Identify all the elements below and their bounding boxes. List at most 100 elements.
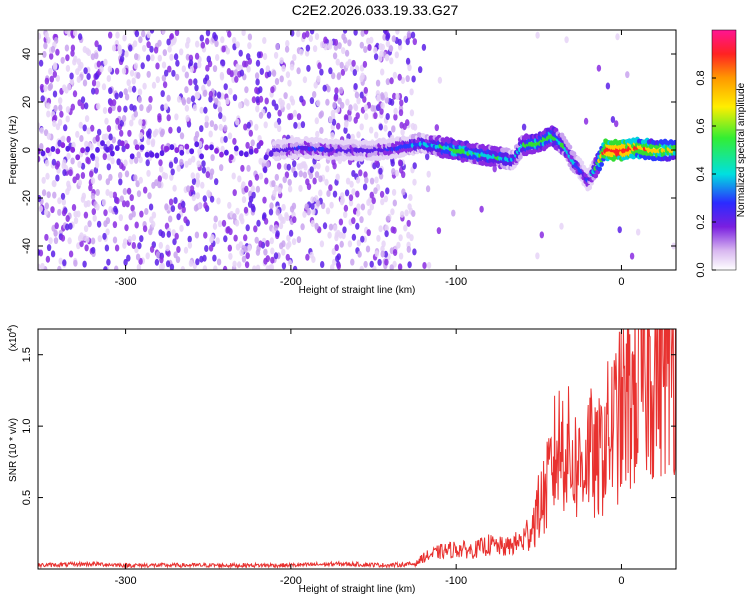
noise-cell xyxy=(99,65,104,73)
noise-cell xyxy=(86,73,91,80)
noise-cell xyxy=(173,251,178,259)
noise-cell xyxy=(298,184,303,192)
noise-cell xyxy=(343,204,349,212)
noise-cell xyxy=(190,172,195,180)
noise-cell xyxy=(205,64,210,72)
noise-cell xyxy=(273,51,279,59)
noise-cell xyxy=(328,116,333,123)
noise-cell xyxy=(243,123,248,131)
noise-cell xyxy=(166,249,171,257)
noise-cell xyxy=(145,252,150,260)
noise-cell xyxy=(61,209,67,217)
noise-cell xyxy=(412,178,417,186)
noise-cell xyxy=(344,121,349,129)
noise-cell xyxy=(94,161,100,169)
noise-cell xyxy=(328,67,333,75)
noise-cell xyxy=(310,220,315,227)
noise-cell xyxy=(189,65,194,73)
noise-cell xyxy=(41,176,46,184)
noise-cell xyxy=(92,214,97,222)
noise-cell xyxy=(232,189,237,197)
noise-cell xyxy=(138,118,143,126)
noise-cell xyxy=(292,109,298,117)
noise-cell xyxy=(385,113,390,120)
noise-cell xyxy=(262,37,267,44)
noise-cell xyxy=(110,157,115,165)
noise-cell xyxy=(155,251,161,259)
signal-cell xyxy=(184,143,190,150)
noise-cell xyxy=(55,74,60,82)
noise-cell xyxy=(314,117,319,125)
noise-cell xyxy=(169,33,174,40)
spectrogram-x-ticks: -300 -200 -100 0 xyxy=(115,30,625,288)
noise-cell xyxy=(65,188,70,196)
noise-cell xyxy=(121,115,127,122)
noise-cell xyxy=(258,86,263,94)
noise-cell xyxy=(285,242,290,250)
noise-cell xyxy=(121,145,126,153)
noise-cell xyxy=(263,121,268,129)
noise-cell xyxy=(338,218,344,226)
noise-cell xyxy=(389,264,394,270)
noise-cell xyxy=(95,134,100,142)
noise-cell xyxy=(151,220,156,228)
noise-cell xyxy=(336,72,342,80)
noise-cell xyxy=(281,203,286,211)
noise-cell xyxy=(382,30,388,34)
noise-cell xyxy=(258,111,264,119)
noise-cell xyxy=(263,217,269,225)
noise-cell xyxy=(330,109,336,117)
y-tick-label: -20 xyxy=(21,190,33,206)
noise-cell xyxy=(282,176,287,184)
noise-cell xyxy=(197,61,202,69)
noise-cell xyxy=(281,262,287,270)
noise-cell xyxy=(356,239,362,247)
noise-cell xyxy=(539,231,544,239)
noise-cell xyxy=(243,206,249,214)
signal-cell xyxy=(169,144,175,151)
noise-cell xyxy=(118,91,124,99)
noise-cell xyxy=(336,262,341,270)
noise-cell xyxy=(332,52,338,60)
noise-cell xyxy=(102,153,108,161)
noise-cell xyxy=(426,170,431,178)
noise-cell xyxy=(399,210,405,218)
signal-cell xyxy=(209,144,214,151)
noise-cell xyxy=(254,236,259,244)
noise-cell xyxy=(159,263,164,270)
noise-cell xyxy=(342,30,348,34)
noise-cell xyxy=(109,99,114,107)
colorbar-tick-label: 0.8 xyxy=(695,70,707,85)
noise-cell xyxy=(343,114,349,122)
noise-cell xyxy=(195,40,200,48)
noise-cell xyxy=(401,171,406,179)
noise-cell xyxy=(101,83,107,91)
noise-cell xyxy=(43,42,48,50)
noise-cell xyxy=(254,173,260,181)
noise-cell xyxy=(373,46,378,54)
noise-cell xyxy=(196,160,201,168)
noise-cell xyxy=(186,185,191,193)
noise-cell xyxy=(314,171,320,179)
noise-cell xyxy=(213,265,218,270)
noise-cell xyxy=(70,44,76,52)
noise-cell xyxy=(359,123,364,131)
noise-cell xyxy=(306,208,311,216)
noise-cell xyxy=(167,45,172,53)
noise-cell xyxy=(90,237,96,245)
noise-cell xyxy=(53,104,58,112)
noise-cell xyxy=(119,119,125,127)
noise-cell xyxy=(392,71,398,79)
noise-cell xyxy=(161,30,166,35)
noise-cell xyxy=(145,159,150,167)
signal-cell xyxy=(129,153,135,160)
noise-cell xyxy=(158,241,163,249)
noise-cell xyxy=(164,69,169,77)
noise-cell xyxy=(247,33,253,41)
noise-cell xyxy=(360,235,365,243)
noise-cell xyxy=(296,67,301,75)
noise-cell xyxy=(392,92,397,100)
noise-cell xyxy=(217,220,223,228)
noise-cell xyxy=(139,210,144,218)
noise-cell xyxy=(255,185,261,193)
